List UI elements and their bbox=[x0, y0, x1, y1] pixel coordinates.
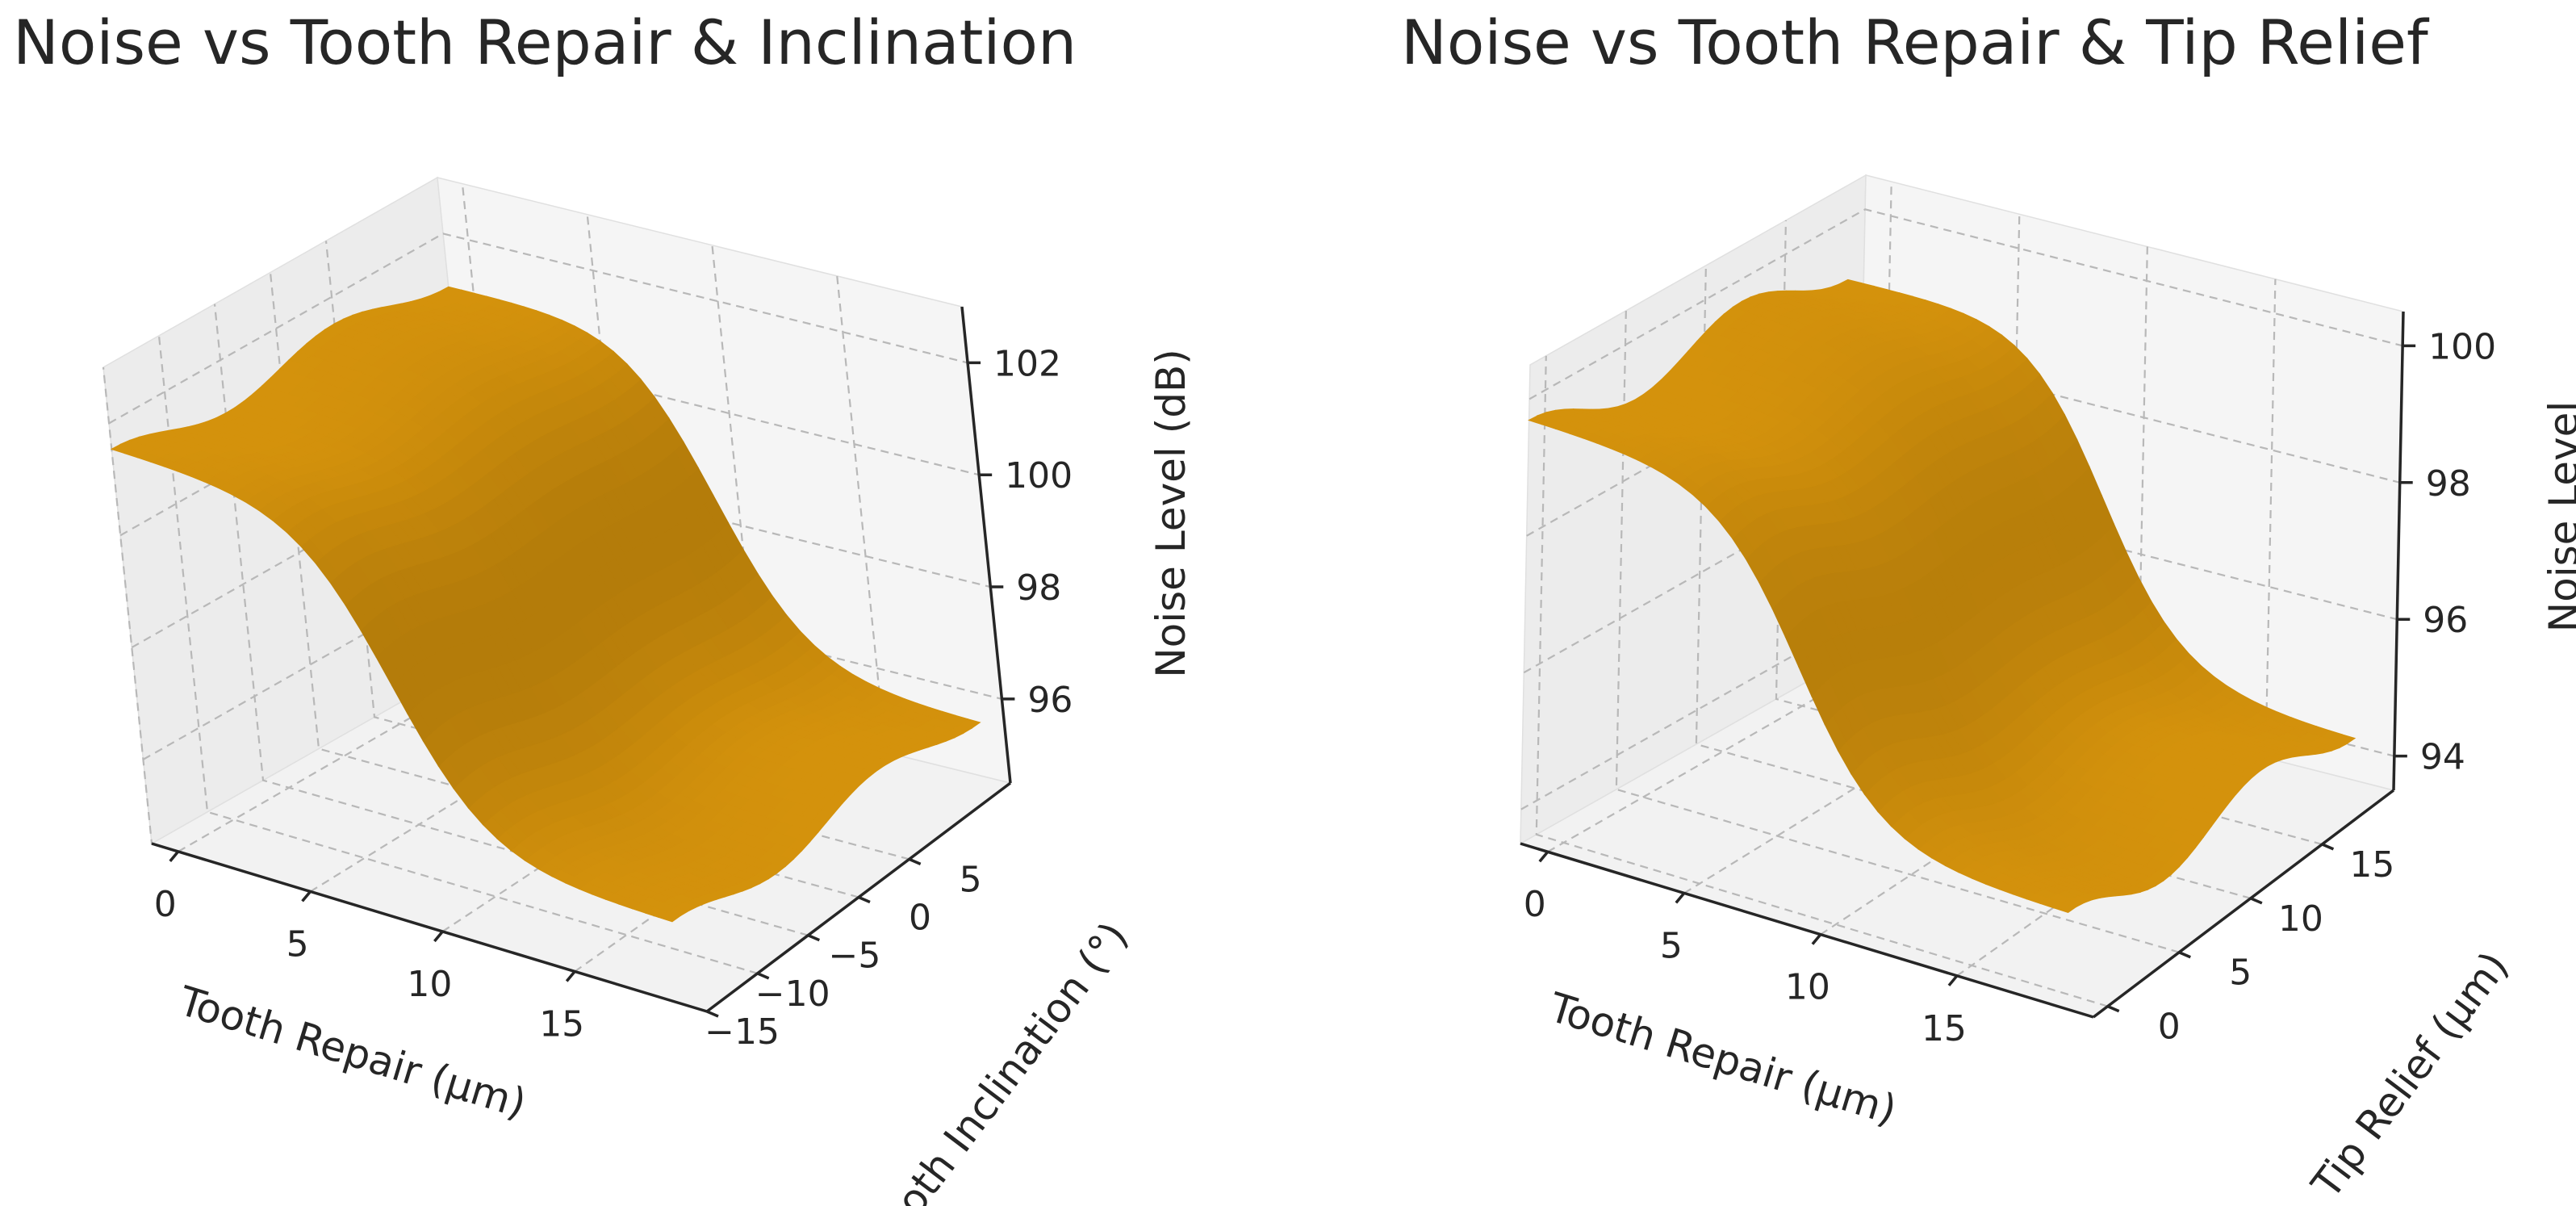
y-tick-label: 10 bbox=[2278, 898, 2323, 940]
y-tick-label: −10 bbox=[755, 974, 830, 1015]
y-tick-label: −5 bbox=[828, 936, 880, 977]
surface-mesh bbox=[1528, 278, 2356, 914]
y-tick-label: 0 bbox=[909, 898, 931, 939]
z-axis-label: Noise Level bbox=[2540, 401, 2576, 633]
y-axis-label: Tip Relief (μm) bbox=[2302, 943, 2518, 1206]
x-tick-label: 5 bbox=[286, 923, 309, 965]
chart-panel-inclination: Noise vs Tooth Repair & Inclination 0 5 10… bbox=[13, 6, 1194, 1206]
surface-mesh bbox=[110, 286, 981, 923]
x-axis-label: Tooth Repair (μm) bbox=[1543, 984, 1901, 1134]
y-tick-label: −15 bbox=[705, 1011, 780, 1053]
z-axis-label: Noise Level (dB) bbox=[1148, 349, 1194, 678]
x-tick-label: 10 bbox=[1785, 967, 1830, 1008]
y-axis-label: Tooth Inclination (°) bbox=[861, 914, 1137, 1206]
x-tick-label: 0 bbox=[1524, 884, 1546, 925]
z-tick-label: 100 bbox=[1005, 455, 1073, 496]
z-axis-line bbox=[960, 306, 1012, 784]
x-tick-label: 15 bbox=[539, 1003, 584, 1045]
x-axis-line bbox=[151, 842, 708, 1013]
y-axis-line bbox=[2092, 789, 2395, 1019]
x-tick-label: 10 bbox=[407, 964, 452, 1005]
chart-panel-tip-relief: Noise vs Tooth Repair & Tip Relief 0 5 10 1… bbox=[1288, 0, 2576, 1206]
z-tick-label: 94 bbox=[2420, 737, 2465, 778]
z-axis-line bbox=[2392, 311, 2405, 791]
z-tick-label: 96 bbox=[2423, 600, 2468, 641]
x-axis-line bbox=[1520, 842, 2094, 1019]
z-tick-label: 98 bbox=[1016, 567, 1061, 609]
z-tick-label: 98 bbox=[2426, 463, 2471, 505]
y-tick-label: 5 bbox=[2229, 953, 2252, 994]
y-tick-label: 0 bbox=[2158, 1007, 2181, 1048]
y-tick-label: 15 bbox=[2349, 844, 2394, 886]
x-tick-label: 15 bbox=[1922, 1008, 1967, 1049]
z-tick-label: 96 bbox=[1027, 680, 1073, 721]
x-tick-label: 0 bbox=[154, 884, 177, 925]
y-tick-label: 5 bbox=[960, 859, 982, 900]
x-axis-label: Tooth Repair (μm) bbox=[173, 978, 531, 1128]
z-tick-label: 102 bbox=[993, 343, 1061, 384]
z-tick-label: 100 bbox=[2428, 326, 2496, 367]
chart-title: Noise vs Tooth Repair & Tip Relief bbox=[1401, 6, 2428, 78]
x-tick-label: 5 bbox=[1660, 925, 1683, 966]
chart-title: Noise vs Tooth Repair & Inclination bbox=[13, 6, 1077, 78]
surface-plot-tip-relief: 0 5 10 15 0 5 10 15 94 96 98 100 Tooth Repair (μm) Ti… bbox=[1519, 174, 2576, 1206]
